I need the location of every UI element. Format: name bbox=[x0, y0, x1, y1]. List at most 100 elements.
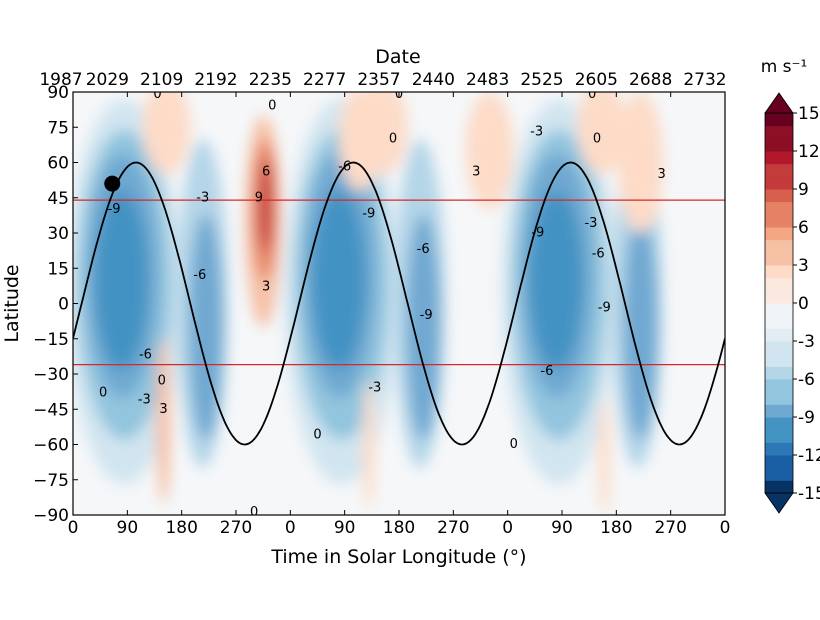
contour-label: 0 bbox=[268, 99, 276, 114]
y-tick-label: 60 bbox=[47, 154, 69, 174]
pos-north-2 bbox=[338, 92, 381, 191]
x-tick-label: 90 bbox=[117, 518, 139, 538]
top-tick-label: 2732 bbox=[683, 70, 726, 90]
contour-label: 0 bbox=[99, 385, 107, 400]
colorbar-band bbox=[765, 176, 793, 190]
y-axis-title: Latitude bbox=[1, 264, 23, 342]
contour-label: -6 bbox=[139, 348, 152, 363]
y-tick-label: 30 bbox=[47, 224, 69, 244]
top-axis-title: Date bbox=[375, 46, 420, 68]
contour-label: -3 bbox=[196, 190, 209, 205]
pos-north-3 bbox=[465, 92, 514, 210]
colorbar-tick-label: 0 bbox=[798, 294, 809, 314]
contour-label: -6 bbox=[417, 242, 430, 257]
top-tick-label: 2440 bbox=[412, 70, 455, 90]
x-tick-label: 180 bbox=[383, 518, 415, 538]
y-tick-label: 15 bbox=[47, 259, 69, 279]
contour-label: -6 bbox=[592, 247, 605, 262]
lobe-core-0 bbox=[188, 214, 223, 440]
colorbar-band bbox=[765, 265, 793, 279]
contour-label: 0 bbox=[250, 505, 258, 520]
x-tick-label: 270 bbox=[437, 518, 469, 538]
jet-core-1 bbox=[312, 190, 366, 370]
contour-label: -3 bbox=[138, 392, 151, 407]
x-tick-label: 0 bbox=[285, 518, 296, 538]
colorbar-band bbox=[765, 353, 793, 367]
contour-label: -6 bbox=[338, 160, 351, 175]
contour-label: 0 bbox=[389, 132, 397, 147]
y-tick-label: −30 bbox=[33, 365, 69, 385]
lobe-core-2 bbox=[623, 214, 658, 440]
colorbar: 15 12 9 6 3 0 -3 -6 -9 -12 -15 bbox=[764, 92, 820, 514]
contour-label: 0 bbox=[593, 132, 601, 147]
colorbar-tick-label: 15 bbox=[798, 104, 820, 124]
pos-south-3 bbox=[598, 397, 611, 515]
colorbar-band bbox=[765, 252, 793, 266]
x-tick-label: 0 bbox=[720, 518, 731, 538]
contour-label: 3 bbox=[159, 402, 167, 417]
y-tick-label: −90 bbox=[33, 506, 69, 526]
plot-overlay: -9 -6 -3 0 0 3 -3 -6 0 6 9 3 -6 -9 0 -3 0 -6 -9 3 -3 -9 0 -6 0 -3… bbox=[73, 87, 725, 520]
jet-core-2 bbox=[529, 190, 583, 370]
x-tick-label: 90 bbox=[551, 518, 573, 538]
contour-label: 0 bbox=[158, 374, 166, 389]
contour-label: 9 bbox=[255, 190, 263, 205]
colorbar-band bbox=[765, 214, 793, 228]
top-tick-label: 2357 bbox=[357, 70, 400, 90]
contour-label: -9 bbox=[531, 226, 544, 241]
contour-label: 0 bbox=[588, 87, 596, 102]
north-pos-0 bbox=[142, 92, 191, 175]
top-tick-label: 2525 bbox=[520, 70, 563, 90]
contour-label: -3 bbox=[368, 381, 381, 396]
colorbar-band bbox=[765, 467, 793, 481]
colorbar-band bbox=[765, 277, 793, 291]
contour-label: -9 bbox=[420, 308, 433, 323]
contour-label: -3 bbox=[530, 124, 543, 139]
colorbar-tick-label: -12 bbox=[798, 446, 820, 466]
colorbar-band bbox=[765, 239, 793, 253]
subsolar-sine-curve bbox=[73, 161, 725, 446]
x-tick-label: 180 bbox=[165, 518, 197, 538]
field-blobs bbox=[73, 92, 664, 515]
x-tick-label: 0 bbox=[502, 518, 513, 538]
colorbar-tick-label: -9 bbox=[798, 408, 815, 428]
colorbar-band bbox=[765, 151, 793, 165]
x-tick-label: 90 bbox=[334, 518, 356, 538]
contour-label: 3 bbox=[262, 280, 270, 295]
colorbar-band bbox=[765, 138, 793, 152]
pos-south-1 bbox=[156, 338, 171, 504]
colorbar-band bbox=[765, 290, 793, 304]
top-tick-label: 2109 bbox=[140, 70, 183, 90]
contour-label: -6 bbox=[193, 268, 206, 283]
colorbar-band bbox=[765, 442, 793, 456]
y-tick-label: −60 bbox=[33, 436, 69, 456]
colorbar-band bbox=[765, 429, 793, 443]
colorbar-band bbox=[765, 227, 793, 241]
colorbar-band bbox=[765, 113, 793, 127]
top-tick-label: 2688 bbox=[629, 70, 672, 90]
colorbar-band bbox=[765, 391, 793, 405]
x-tick-label: 180 bbox=[600, 518, 632, 538]
contour-label: -6 bbox=[540, 364, 553, 379]
colorbar-band bbox=[765, 328, 793, 342]
y-tick-label: 45 bbox=[47, 189, 69, 209]
y-tick-label: −75 bbox=[33, 471, 69, 491]
contour-label: -9 bbox=[108, 202, 121, 217]
plot-background bbox=[73, 92, 725, 515]
top-tick-label: 2029 bbox=[86, 70, 129, 90]
top-tick-label: 2605 bbox=[575, 70, 618, 90]
contour-label: 0 bbox=[313, 428, 321, 443]
contour-label: 6 bbox=[262, 164, 270, 179]
colorbar-unit: m s⁻¹ bbox=[761, 57, 808, 77]
top-tick-label: 2235 bbox=[249, 70, 292, 90]
colorbar-tick-label: 3 bbox=[798, 256, 809, 276]
contour-label: -9 bbox=[362, 207, 375, 222]
contour-label: 3 bbox=[472, 164, 480, 179]
colorbar-band bbox=[765, 189, 793, 203]
colorbar-band bbox=[765, 125, 793, 139]
x-tick-label: 270 bbox=[654, 518, 686, 538]
lobe-core-1 bbox=[406, 214, 441, 440]
top-tick-label: 2483 bbox=[466, 70, 509, 90]
